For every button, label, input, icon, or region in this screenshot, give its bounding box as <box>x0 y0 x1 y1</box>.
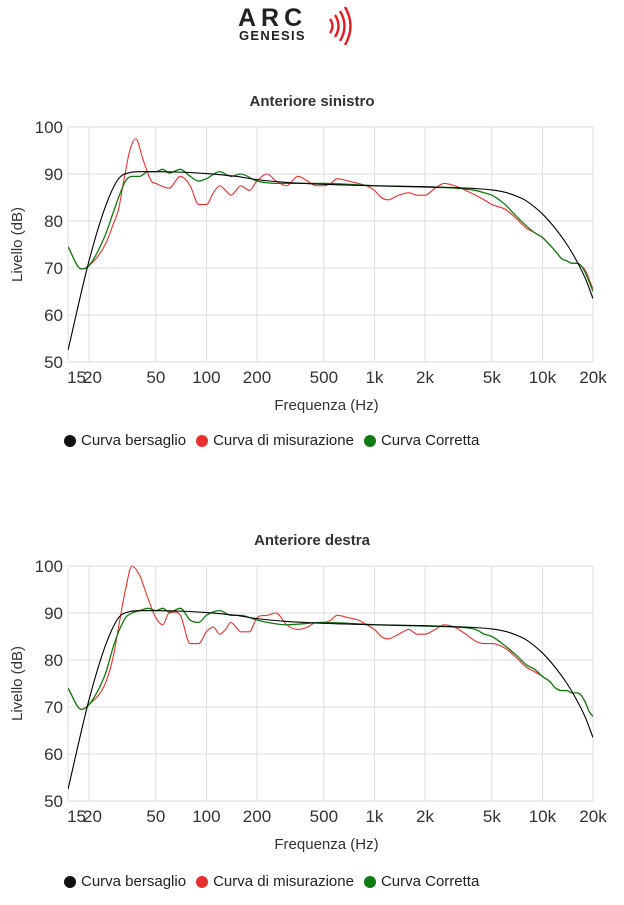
y-tick-label: 60 <box>44 306 63 325</box>
x-tick-label: 2k <box>416 368 434 387</box>
legend-label: Curva di misurazione <box>213 432 354 449</box>
x-tick-label: 50 <box>146 807 165 826</box>
x-tick-label: 20 <box>83 807 102 826</box>
legend-swatch <box>196 434 209 447</box>
x-tick-label: 2k <box>416 807 434 826</box>
legend-swatch <box>64 875 76 888</box>
x-tick-label: 5k <box>483 368 501 387</box>
legend-item-measured[interactable]: Curva di misurazione <box>196 873 354 890</box>
logo-text: ARC <box>238 4 308 32</box>
sound-waves-icon <box>328 6 352 46</box>
legend-item-measured[interactable]: Curva di misurazione <box>196 432 354 449</box>
x-tick-label: 20k <box>579 368 607 387</box>
y-axis-label: Livello (dB) <box>9 207 26 282</box>
series-line-corrected <box>68 607 593 717</box>
x-axis-label: Frequenza (Hz) <box>274 836 378 853</box>
logo-subtext: GENESIS <box>239 28 306 43</box>
x-tick-label: 1k <box>365 368 383 387</box>
y-tick-label: 60 <box>44 745 63 764</box>
x-tick-label: 200 <box>243 368 271 387</box>
x-tick-label: 100 <box>192 807 220 826</box>
x-tick-label: 500 <box>310 807 338 826</box>
x-tick-label: 500 <box>310 368 338 387</box>
legend-swatch <box>64 434 76 447</box>
y-tick-label: 80 <box>44 651 63 670</box>
y-tick-label: 90 <box>44 604 63 623</box>
chart-title: Anteriore destra <box>254 532 370 549</box>
y-tick-label: 50 <box>44 353 63 372</box>
series-line-target <box>68 171 593 351</box>
legend-label: Curva bersaglio <box>81 873 187 890</box>
y-tick-label: 90 <box>44 165 63 184</box>
x-tick-label: 50 <box>146 368 165 387</box>
arc-genesis-logo: ARC GENESIS <box>238 4 362 46</box>
chart-legend: Curva bersaglio Curva di misurazione Cur… <box>64 873 479 890</box>
y-tick-label: 80 <box>44 212 63 231</box>
legend-label: Curva bersaglio <box>81 432 187 449</box>
chart-title: Anteriore sinistro <box>249 93 375 110</box>
series-line-corrected <box>68 168 593 292</box>
x-tick-label: 20 <box>83 368 102 387</box>
x-tick-label: 100 <box>192 368 220 387</box>
x-tick-label: 15 <box>67 807 86 826</box>
x-tick-label: 10k <box>529 807 557 826</box>
legend-label: Curva Corretta <box>380 873 480 890</box>
y-tick-label: 100 <box>35 118 63 137</box>
legend-item-target[interactable]: Curva bersaglio <box>64 873 186 890</box>
x-tick-label: 5k <box>483 807 501 826</box>
legend-item-target[interactable]: Curva bersaglio <box>64 432 186 449</box>
x-tick-label: 15 <box>67 368 86 387</box>
y-tick-label: 100 <box>35 557 63 576</box>
legend-swatch <box>363 434 376 447</box>
y-tick-label: 50 <box>44 792 63 811</box>
legend-swatch <box>196 875 209 888</box>
legend-item-corrected[interactable]: Curva Corretta <box>363 873 480 890</box>
x-tick-label: 20k <box>579 807 607 826</box>
y-tick-label: 70 <box>44 698 63 717</box>
legend-item-corrected[interactable]: Curva Corretta <box>363 432 480 449</box>
y-axis-label: Livello (dB) <box>9 646 26 721</box>
x-tick-label: 10k <box>529 368 557 387</box>
legend-label: Curva di misurazione <box>213 873 354 890</box>
series-line-measured <box>68 565 593 717</box>
chart-legend: Curva bersaglio Curva di misurazione Cur… <box>64 432 479 449</box>
legend-label: Curva Corretta <box>380 432 480 449</box>
legend-swatch <box>363 875 376 888</box>
y-tick-label: 70 <box>44 259 63 278</box>
series-line-target <box>68 610 593 790</box>
x-tick-label: 1k <box>365 807 383 826</box>
x-tick-label: 200 <box>243 807 271 826</box>
x-axis-label: Frequenza (Hz) <box>274 397 378 414</box>
